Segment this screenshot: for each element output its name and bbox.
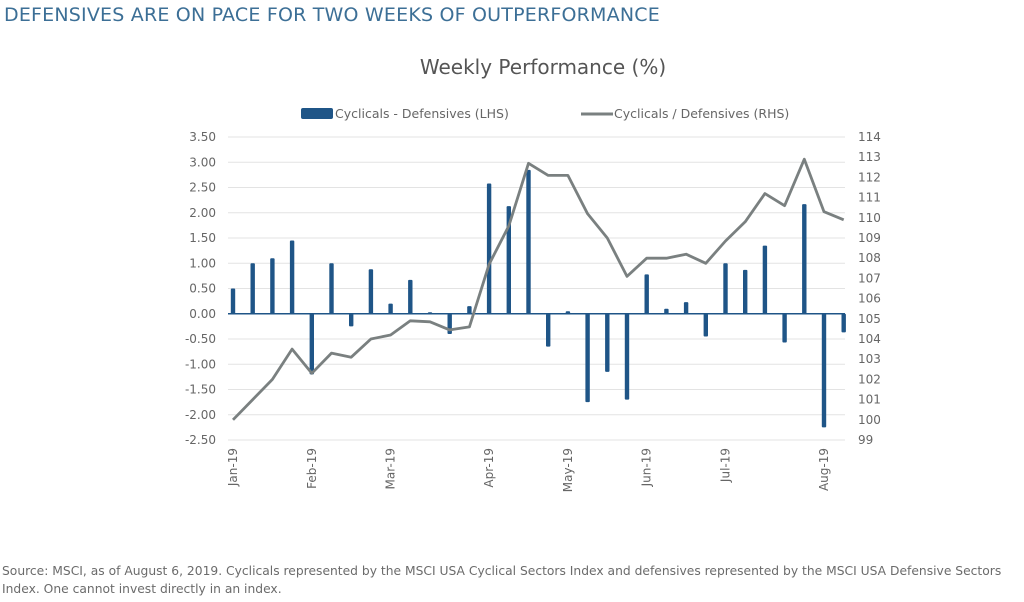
bar bbox=[230, 288, 236, 314]
bar bbox=[309, 313, 314, 375]
bar bbox=[841, 313, 846, 333]
chart-title: Weekly Performance (%) bbox=[420, 55, 666, 79]
bar bbox=[723, 263, 728, 314]
bar bbox=[349, 313, 354, 327]
x-tick-label: Feb-19 bbox=[305, 448, 319, 489]
bar bbox=[743, 269, 748, 314]
bar bbox=[802, 204, 807, 314]
left-tick-label: 3.50 bbox=[189, 130, 216, 144]
gridlines bbox=[228, 136, 845, 441]
bar bbox=[368, 269, 374, 314]
right-tick-label: 101 bbox=[858, 393, 881, 407]
left-tick-label: -1.50 bbox=[185, 383, 216, 397]
bar bbox=[644, 274, 649, 314]
x-tick-label: May-19 bbox=[561, 448, 575, 492]
bar bbox=[585, 313, 590, 403]
left-tick-label: 1.50 bbox=[189, 231, 216, 245]
x-tick-label: Jan-19 bbox=[226, 448, 240, 487]
right-tick-label: 106 bbox=[858, 292, 881, 306]
legend-swatch-bar bbox=[301, 108, 333, 119]
bar bbox=[546, 313, 551, 347]
bar bbox=[467, 306, 472, 314]
right-tick-label: 110 bbox=[858, 211, 881, 225]
left-tick-label: 0.50 bbox=[189, 282, 216, 296]
bar bbox=[683, 302, 689, 314]
bar bbox=[270, 258, 275, 314]
right-tick-label: 100 bbox=[858, 413, 881, 427]
left-axis: 3.50 3.00 2.50 2.00 1.50 1.00 0.50 0.00 -0.50 -1.… bbox=[185, 130, 216, 447]
right-tick-label: 104 bbox=[858, 332, 881, 346]
legend-label-line: Cyclicals / Defensives (RHS) bbox=[614, 106, 789, 121]
right-tick-label: 103 bbox=[858, 352, 881, 366]
right-tick-label: 113 bbox=[858, 150, 881, 164]
x-tick-label: Aug-19 bbox=[817, 448, 831, 491]
left-tick-label: 0.00 bbox=[189, 307, 216, 321]
left-tick-label: -0.50 bbox=[185, 332, 216, 346]
left-tick-label: 1.00 bbox=[189, 256, 216, 270]
bar bbox=[526, 169, 531, 314]
bar bbox=[486, 183, 492, 314]
right-tick-label: 111 bbox=[858, 191, 881, 205]
left-tick-label: -2.00 bbox=[185, 408, 216, 422]
left-tick-label: -1.00 bbox=[185, 357, 216, 371]
bar bbox=[821, 313, 827, 428]
right-tick-label: 114 bbox=[858, 130, 881, 144]
bar bbox=[506, 206, 511, 314]
bar bbox=[605, 313, 610, 372]
x-axis: Jan-19 Feb-19 Mar-19 Apr-19 May-19 Jun-19 Jul-… bbox=[226, 448, 831, 492]
bar bbox=[703, 313, 708, 337]
ratio-line bbox=[231, 157, 845, 421]
bar bbox=[762, 245, 768, 314]
bar bbox=[664, 308, 669, 314]
bar bbox=[782, 313, 787, 343]
bar bbox=[388, 303, 393, 314]
bar bbox=[624, 313, 630, 400]
chart: Weekly Performance (%) Cyclicals - Defen… bbox=[185, 55, 881, 492]
x-tick-label: Mar-19 bbox=[384, 448, 398, 489]
x-tick-label: Apr-19 bbox=[482, 448, 496, 488]
right-tick-label: 107 bbox=[858, 271, 881, 285]
right-tick-label: 102 bbox=[858, 372, 881, 386]
x-tick-label: Jul-19 bbox=[719, 448, 733, 483]
x-tick-label: Jun-19 bbox=[640, 448, 654, 487]
bar bbox=[408, 279, 413, 314]
legend: Cyclicals - Defensives (LHS) Cyclicals /… bbox=[301, 106, 789, 121]
right-axis: 114 113 112 111 110 109 108 107 106 105 104 103 102 1… bbox=[858, 130, 881, 447]
left-tick-label: 2.50 bbox=[189, 181, 216, 195]
right-tick-label: 105 bbox=[858, 312, 881, 326]
right-tick-label: 99 bbox=[858, 433, 873, 447]
bar bbox=[250, 263, 255, 314]
legend-label-bar: Cyclicals - Defensives (LHS) bbox=[335, 106, 509, 121]
bar bbox=[329, 263, 334, 314]
bar-series bbox=[230, 169, 846, 428]
line-series bbox=[231, 157, 845, 421]
left-tick-label: 2.00 bbox=[189, 206, 216, 220]
headline: DEFENSIVES ARE ON PACE FOR TWO WEEKS OF … bbox=[4, 4, 660, 26]
left-tick-label: -2.50 bbox=[185, 433, 216, 447]
right-tick-label: 108 bbox=[858, 251, 881, 265]
source-note: Source: MSCI, as of August 6, 2019. Cycl… bbox=[2, 564, 1002, 596]
left-tick-label: 3.00 bbox=[189, 155, 216, 169]
right-tick-label: 109 bbox=[858, 231, 881, 245]
bar bbox=[289, 240, 295, 314]
right-tick-label: 112 bbox=[858, 170, 881, 184]
